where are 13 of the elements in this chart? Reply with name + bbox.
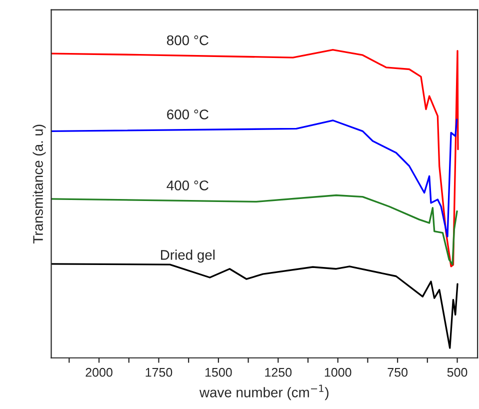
x-tick-label: 500 (447, 368, 468, 377)
series-label: 600 °C (167, 110, 208, 120)
x-tick-label: 1750 (146, 368, 172, 377)
x-tick-label: 1000 (324, 368, 352, 377)
series-label: Dried gel (161, 250, 215, 263)
x-tick-label: 1250 (265, 368, 292, 377)
x-tick-label: 1500 (205, 368, 232, 377)
x-tick-label: 2000 (86, 368, 112, 377)
x-tick-label: 750 (388, 368, 408, 377)
series-label: 800 °C (166, 35, 208, 46)
y-axis-title: Transmitance (a. u) (32, 124, 46, 244)
series-label: 400 °C (166, 180, 208, 190)
x-axis-title: wave number (cm$^{−1}$) (199, 384, 328, 400)
